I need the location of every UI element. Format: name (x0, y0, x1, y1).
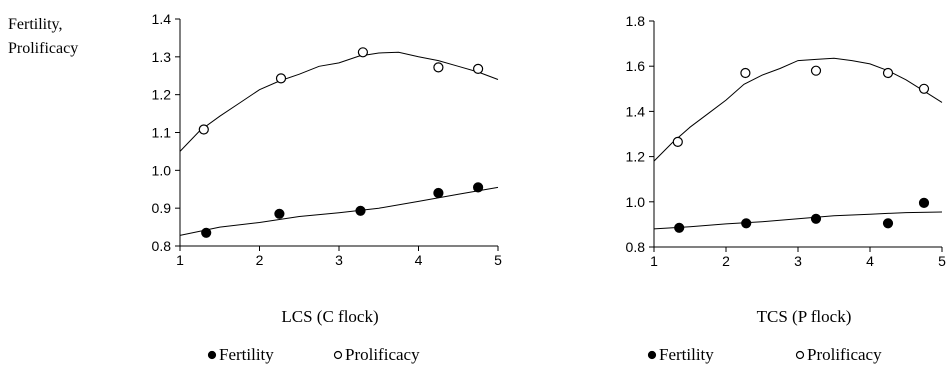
fertility-point (741, 218, 752, 229)
fertility-point (674, 222, 685, 233)
open-circle-icon (333, 350, 343, 360)
y-tick-label: 1.8 (626, 13, 646, 29)
legend: Fertility Prolificacy (207, 345, 420, 364)
filled-circle-icon (207, 350, 217, 360)
fertility-point (201, 227, 212, 238)
x-tick-label: 2 (256, 252, 264, 268)
prolificacy-point (672, 136, 683, 147)
y-tick-label: 1.2 (626, 149, 646, 165)
open-circle-icon (795, 350, 805, 360)
x-tick-label: 2 (722, 253, 730, 269)
y-tick-label: 1.4 (626, 103, 646, 119)
y-tick-label: 1.2 (152, 87, 172, 103)
fertility-point (274, 208, 285, 219)
prolificacy-point (918, 83, 930, 94)
y-tick-label: 0.8 (152, 238, 172, 254)
legend-label: Prolificacy (345, 345, 420, 364)
x-axis-label: LCS (C flock) (281, 307, 378, 326)
fertility-point (355, 205, 366, 216)
prolificacy-point (433, 62, 444, 73)
y-axis-label-line-1: Fertility, (8, 16, 63, 33)
y-tick-label: 1.0 (152, 162, 172, 178)
x-tick-label: 4 (415, 252, 423, 268)
x-tick-label: 5 (494, 252, 502, 268)
chart-left-marks: 0.8 0.9 1.0 1.1 1.2 1.3 1.4 1 2 3 4 5 Fertility Proli… (152, 11, 503, 364)
legend-label: Fertility (659, 345, 714, 364)
prolificacy-point (357, 47, 368, 58)
y-tick-label: 0.8 (626, 239, 646, 255)
y-tick-label: 0.9 (152, 200, 172, 216)
prolificacy-trend-line (653, 57, 943, 162)
prolificacy-point (473, 63, 484, 75)
chart-left: Fertility, Prolificacy LCS (C flock) (8, 16, 379, 326)
x-tick-label: 3 (794, 253, 802, 269)
y-tick-label: 1.0 (626, 194, 646, 210)
fertility-point (918, 197, 930, 208)
chart-marks: 0.8 0.9 1.0 1.1 1.2 1.3 1.4 1 2 3 4 5 Fertility Proli… (152, 11, 947, 364)
x-tick-label: 3 (335, 252, 343, 268)
legend-label: Fertility (219, 345, 274, 364)
x-tick-label: 5 (938, 253, 946, 269)
fertility-trend-line (653, 211, 943, 230)
x-tick-label: 4 (866, 253, 874, 269)
legend-label: Prolificacy (807, 345, 882, 364)
fertility-point (810, 213, 822, 224)
x-tick-label: 1 (650, 253, 658, 269)
y-tick-label: 1.3 (152, 49, 172, 65)
y-axis-label-line-2: Prolificacy (8, 40, 78, 57)
fertility-point (473, 182, 484, 193)
y-tick-label: 1.6 (626, 58, 646, 74)
y-tick-label: 1.4 (152, 11, 172, 27)
fertility-trend-line (179, 186, 499, 236)
prolificacy-trend-line (179, 51, 499, 152)
fertility-point (882, 218, 894, 229)
prolificacy-point (810, 65, 822, 76)
y-tick-label: 1.1 (152, 125, 172, 141)
legend: Fertility Prolificacy (647, 345, 882, 364)
filled-circle-icon (647, 350, 657, 360)
prolificacy-point (740, 67, 751, 79)
prolificacy-point (198, 124, 209, 135)
prolificacy-point (275, 73, 287, 84)
prolificacy-point (882, 67, 894, 79)
chart-right-marks: 0.8 1.0 1.2 1.4 1.6 1.8 1 2 3 4 5 Fertility Prolific… (626, 13, 947, 364)
fertility-point (433, 187, 444, 199)
x-tick-label: 1 (176, 252, 184, 268)
x-axis-label: TCS (P flock) (757, 307, 852, 326)
chart-right: TCS (P flock) (757, 307, 852, 326)
